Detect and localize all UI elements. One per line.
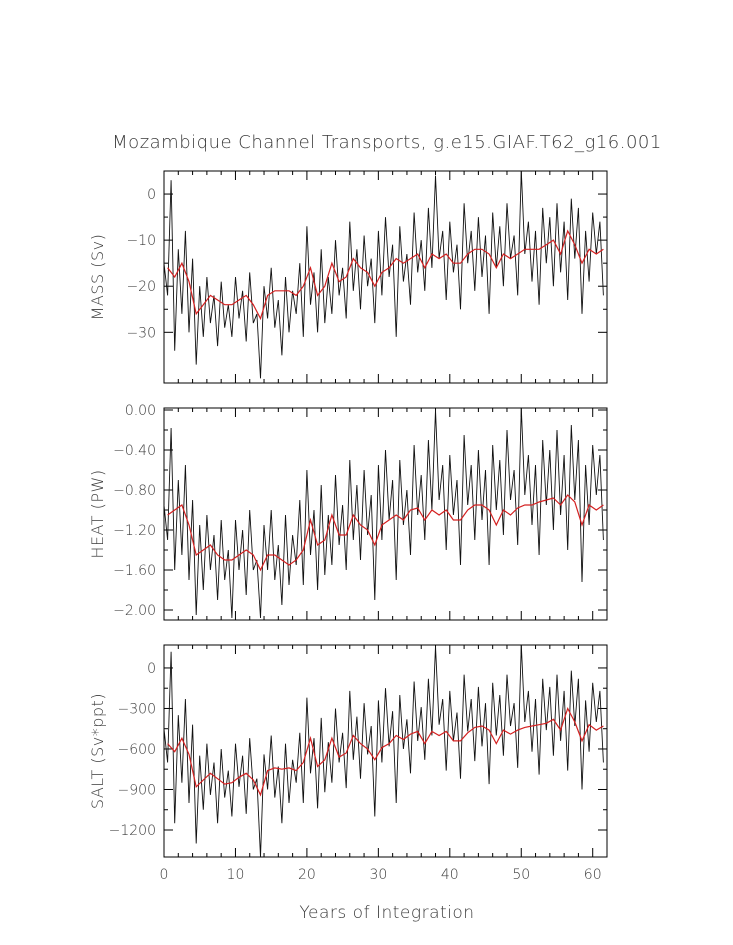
heat-ytick-label: −2.00 [113,603,156,619]
x-tick-label: 20 [298,867,316,883]
heat-ytick-label: −1.20 [113,523,156,539]
panel-heat: 0.00 −0.40 −0.80 −1.20 −1.60 −2.00 HEAT (PW) [88,403,608,621]
mass-y-axis-label: MASS (Sv) [88,234,107,321]
x-axis-label: Years of Integration [299,903,474,923]
x-tick-label: 50 [512,867,530,883]
salt-ytick-label: −600 [118,742,156,758]
salt-ytick-label: 0 [147,661,156,677]
mass-ytick-label: 0 [147,187,156,203]
panel-mass: 0 −10 −20 −30 MASS (Sv) [88,170,608,384]
heat-ytick-label: −1.60 [113,563,156,579]
mass-annual-mean-series-line [167,229,604,321]
heat-ytick-label: −0.40 [113,443,156,459]
salt-plot-frame [163,644,608,858]
heat-annual-mean-series-line [167,494,604,572]
x-tick-label: 60 [584,867,602,883]
salt-annual-mean-series-line [167,706,604,797]
mass-ytick-label: −30 [126,325,156,341]
heat-ytick-label: −0.80 [113,483,156,499]
heat-ytick-label: 0.00 [125,403,156,419]
x-tick-label: 30 [369,867,387,883]
heat-plot-frame [163,407,608,621]
heat-monthly-series-line [164,408,604,619]
salt-monthly-series-line [164,645,604,857]
heat-y-axis-label: HEAT (PW) [88,469,107,558]
mass-plot-frame [163,170,608,384]
salt-ytick-label: −300 [118,701,156,717]
x-tick-label: 10 [227,867,245,883]
chart-title: Mozambique Channel Transports, g.e15.GIA… [112,132,662,153]
mass-ytick-label: −20 [126,279,156,295]
salt-ytick-label: −900 [118,782,156,798]
x-tick-label: 40 [441,867,459,883]
salt-y-axis-label: SALT (Sv*ppt) [88,693,107,809]
salt-ytick-label: −1200 [109,823,156,839]
x-tick-label: 0 [160,867,169,883]
mass-ytick-label: −10 [126,233,156,249]
mass-monthly-series-line [164,171,604,379]
